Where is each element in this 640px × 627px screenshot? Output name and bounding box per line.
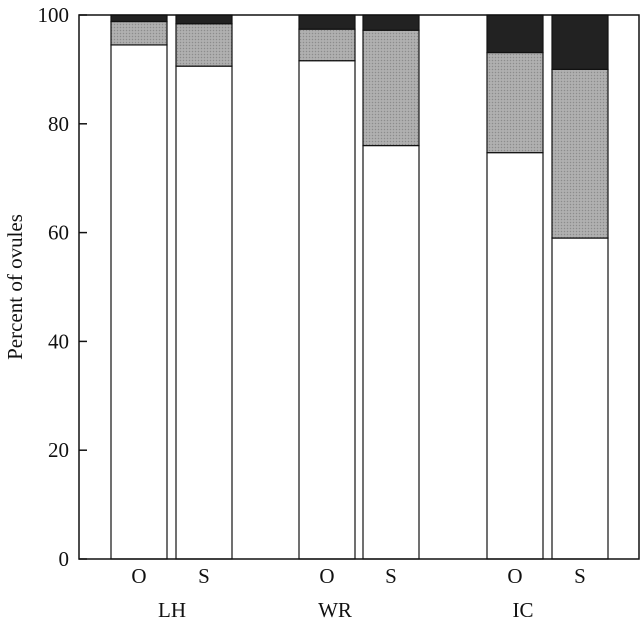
- category-label: O: [319, 564, 334, 588]
- group-label: WR: [318, 598, 352, 622]
- bar-segment-white: [486, 152, 544, 560]
- bar-segment-white: [362, 144, 420, 560]
- plot-frame: [78, 14, 640, 560]
- category-label: S: [198, 564, 210, 588]
- x-axis-group-labels: LH WR IC: [158, 598, 534, 622]
- bar-segment-black: [110, 14, 168, 23]
- y-tick-label: 100: [38, 3, 70, 27]
- bar-segment-gray: [175, 23, 233, 67]
- y-axis: 0 20 40 60 80 100 Percent of ovules: [3, 3, 87, 571]
- bar-segment-black: [551, 14, 609, 71]
- bar-segment-gray: [486, 51, 544, 154]
- bar-segment-black: [362, 14, 420, 31]
- category-label: O: [507, 564, 522, 588]
- bar-segment-black: [486, 14, 544, 54]
- category-label: O: [131, 564, 146, 588]
- bar-segment-gray: [110, 20, 168, 46]
- bar-segment-gray: [551, 68, 609, 239]
- group-label: IC: [513, 598, 534, 622]
- bar-segment-gray: [362, 29, 420, 147]
- bars-layer: [110, 14, 609, 560]
- y-ticks: 0 20 40 60 80 100: [38, 3, 87, 571]
- bar-segment-white: [175, 65, 233, 560]
- bar-segment-gray: [298, 28, 356, 62]
- category-label: S: [385, 564, 397, 588]
- y-tick-label: 60: [48, 221, 69, 245]
- y-tick-label: 80: [48, 112, 69, 136]
- y-axis-title: Percent of ovules: [3, 214, 27, 360]
- y-tick-label: 20: [48, 438, 69, 462]
- y-tick-label: 40: [48, 329, 69, 353]
- bar-segment-black: [298, 14, 356, 30]
- y-tick-label: 0: [59, 547, 70, 571]
- bar-segment-white: [110, 44, 168, 560]
- bar-segment-white: [298, 60, 356, 560]
- bar-segment-black: [175, 14, 233, 25]
- category-label: S: [574, 564, 586, 588]
- group-label: LH: [158, 598, 186, 622]
- bar-segment-white: [551, 237, 609, 560]
